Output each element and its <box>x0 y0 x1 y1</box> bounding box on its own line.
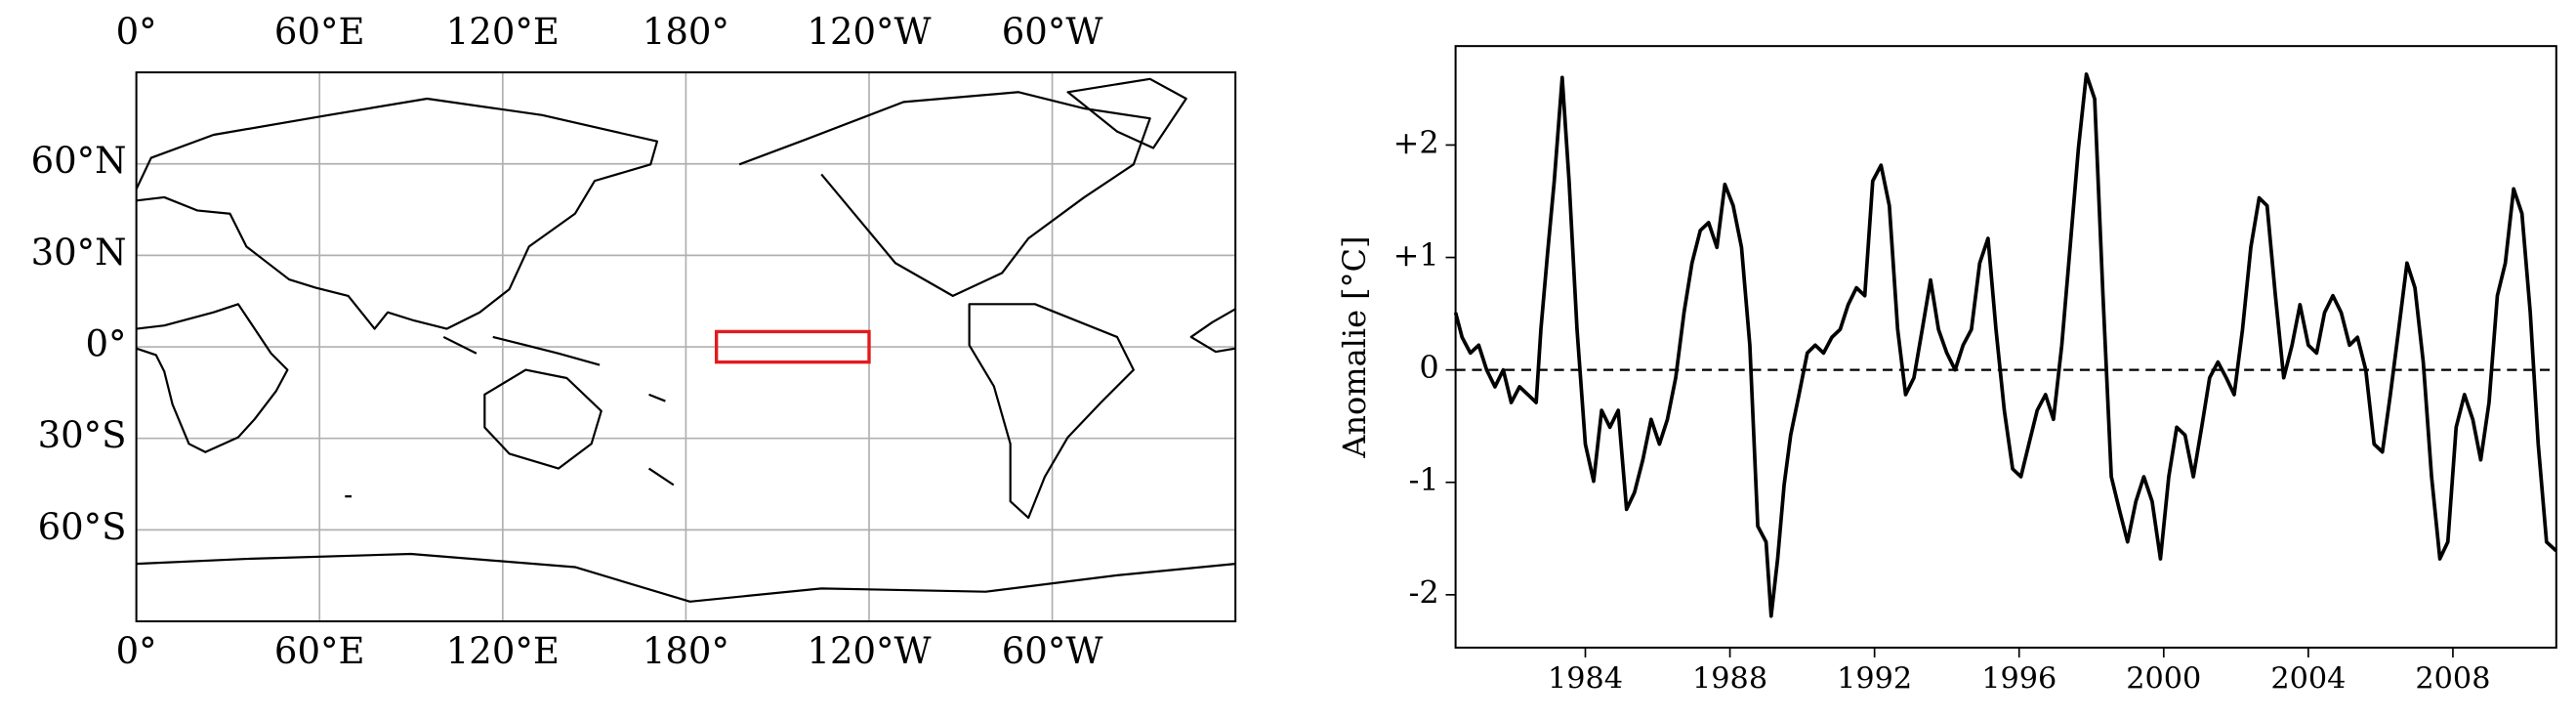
map-grid <box>135 72 1236 622</box>
x-tick-label-top: 0° <box>116 11 157 53</box>
y-tick-label: +1 <box>1393 236 1439 274</box>
coastline <box>345 335 675 498</box>
x-tick-label: 1984 <box>1548 662 1623 697</box>
plot-frame <box>1454 45 2557 649</box>
x-tick-label: 2008 <box>2415 662 2490 697</box>
x-tick-label-bottom: 60°W <box>1002 630 1103 672</box>
y-tick-label: -1 <box>1409 461 1439 498</box>
coastline <box>1189 308 1236 354</box>
coastline <box>483 368 602 470</box>
coastline <box>1066 77 1187 149</box>
x-tick-label: 1992 <box>1837 662 1912 697</box>
y-tick-label: 60°N <box>31 140 127 182</box>
x-tick-label: 2004 <box>2270 662 2346 697</box>
x-tick-label-bottom: 180° <box>643 630 729 672</box>
time-series: Anomalie [°C] +2 +1 0 -1 -2 1984 1988 1992 1996 2… <box>1336 45 2558 697</box>
y-tick-label: -2 <box>1409 573 1439 611</box>
x-tick-label-bottom: 120°W <box>807 630 931 672</box>
region-layer <box>714 329 871 364</box>
y-tick-label: 30°N <box>31 232 127 274</box>
anomaly-line <box>1453 72 2558 618</box>
x-tick-label-top: 180° <box>643 11 729 53</box>
x-tick-label-top: 120°E <box>446 11 560 53</box>
coastline <box>136 552 1236 603</box>
x-tick-label: 2000 <box>2126 662 2201 697</box>
y-axis-label: Anomalie [°C] <box>1336 235 1373 458</box>
x-tick-label-top: 60°W <box>1002 11 1103 53</box>
y-tick-label: 30°S <box>38 414 127 456</box>
world-map: 0° 0° 60°E 60°E 120°E 120°E 180° 180° 120°W 120°W… <box>31 11 1237 672</box>
plot-background <box>1455 46 2556 648</box>
x-tick-label-top: 60°E <box>274 11 365 53</box>
x-tick-label-bottom: 60°E <box>274 630 365 672</box>
x-tick-label-bottom: 120°E <box>446 630 560 672</box>
map-frame <box>135 71 1237 623</box>
x-tick-label: 1988 <box>1692 662 1767 697</box>
coastline <box>135 97 659 330</box>
coastlines <box>135 77 1236 603</box>
x-tick-label: 1996 <box>1981 662 2057 697</box>
y-tick-label: 0° <box>85 323 126 365</box>
y-tick-label: 60°S <box>38 506 127 548</box>
y-tick-label: 0 <box>1419 349 1438 386</box>
x-tick-label-top: 120°W <box>807 11 931 53</box>
region-box <box>714 329 871 364</box>
coastline <box>136 303 289 453</box>
y-tick-label: +2 <box>1393 124 1439 161</box>
coastline <box>738 91 1151 297</box>
x-tick-label-bottom: 0° <box>116 630 157 672</box>
coastline <box>968 303 1135 520</box>
